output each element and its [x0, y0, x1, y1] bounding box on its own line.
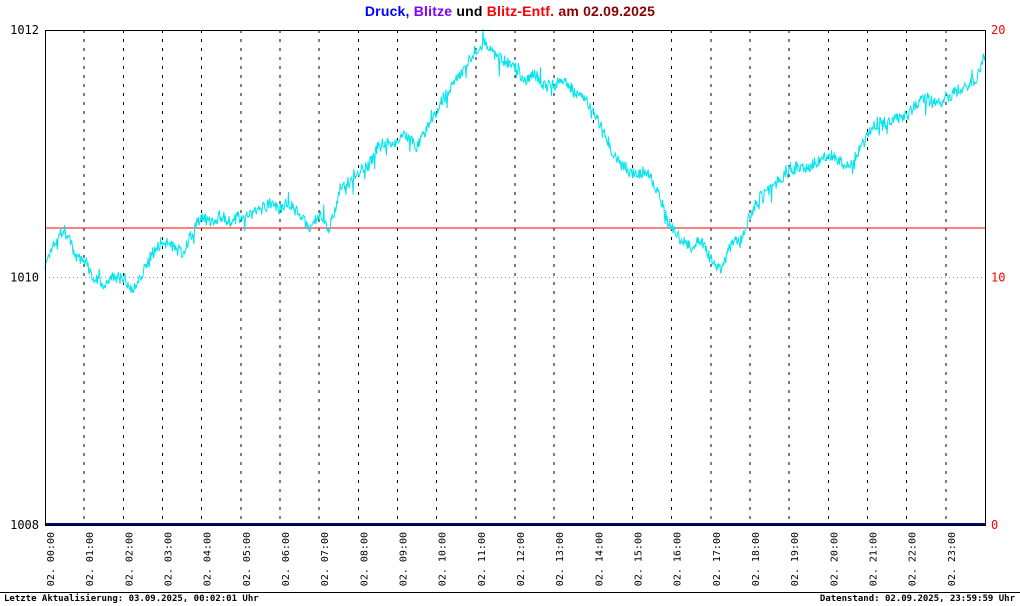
y-left-tick-label: 1012	[10, 23, 39, 37]
x-tick-label: 02. 10:00	[438, 532, 449, 586]
x-tick-label: 02. 18:00	[751, 532, 762, 586]
title-segment: und	[452, 3, 487, 19]
x-tick-label: 02. 16:00	[673, 532, 684, 586]
x-tick-label: 02. 21:00	[869, 532, 880, 586]
x-tick-label: 02. 00:00	[46, 532, 57, 586]
x-tick-label: 02. 03:00	[164, 532, 175, 586]
y-left-tick-label: 1008	[10, 518, 39, 532]
x-tick-label: 02. 20:00	[829, 532, 840, 586]
x-tick-label: 02. 05:00	[242, 532, 253, 586]
title-segment: Druck,	[364, 3, 410, 19]
y-right-tick-label: 20	[991, 23, 1005, 37]
x-tick-label: 02. 15:00	[634, 532, 645, 586]
x-tick-label: 02. 01:00	[85, 532, 96, 586]
title-segment: Blitz-Entf.	[486, 3, 555, 19]
footer-data-timestamp: Datenstand: 02.09.2025, 23:59:59 Uhr	[819, 594, 1015, 604]
x-tick-label: 02. 17:00	[712, 532, 723, 586]
x-tick-label: 02. 11:00	[477, 532, 488, 586]
x-tick-label: 02. 08:00	[359, 532, 370, 586]
x-tick-label: 02. 19:00	[790, 532, 801, 586]
y-left-tick-label: 1010	[10, 271, 39, 285]
x-tick-label: 02. 07:00	[320, 532, 331, 586]
footer-last-update: Letzte Aktualisierung: 03.09.2025, 00:02…	[4, 594, 259, 604]
x-tick-label: 02. 22:00	[908, 532, 919, 586]
title-segment: am 02.09.2025	[554, 3, 656, 19]
x-tick-label: 02. 23:00	[947, 532, 958, 586]
y-right-tick-label: 10	[991, 271, 1005, 285]
x-tick-label: 02. 13:00	[555, 532, 566, 586]
chart-title: Druck, Blitze und Blitz-Entf. am 02.09.2…	[0, 3, 1020, 19]
series-druck	[44, 29, 986, 294]
title-segment: Blitze	[413, 3, 453, 19]
x-tick-label: 02. 09:00	[399, 532, 410, 586]
x-tick-label: 02. 02:00	[124, 532, 135, 586]
plot-border	[45, 30, 986, 526]
x-tick-label: 02. 04:00	[203, 532, 214, 586]
x-tick-label: 02. 14:00	[594, 532, 605, 586]
y-right-tick-label: 0	[991, 518, 998, 532]
x-tick-label: 02. 06:00	[281, 532, 292, 586]
x-tick-label: 02. 12:00	[516, 532, 527, 586]
